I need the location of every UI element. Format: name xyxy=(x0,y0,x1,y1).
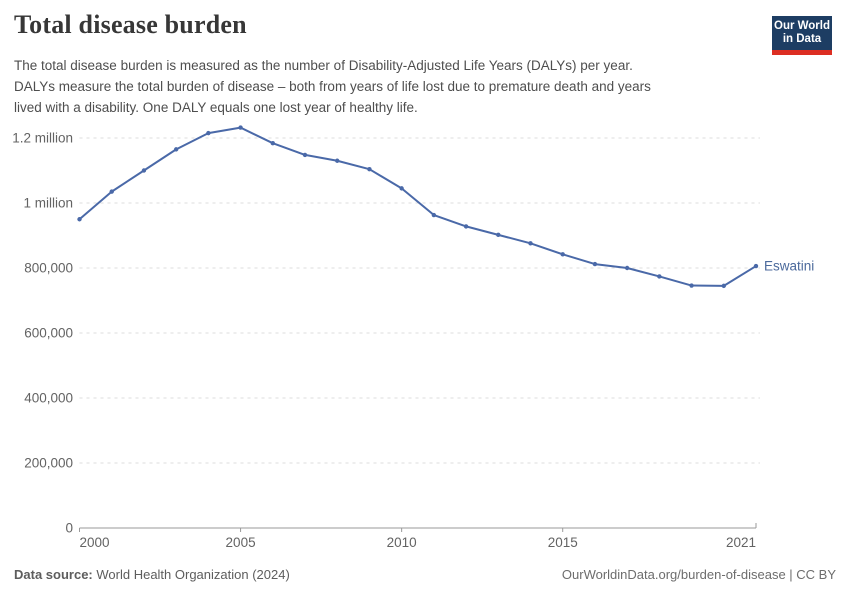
data-point[interactable] xyxy=(753,263,759,269)
data-point[interactable] xyxy=(238,125,243,130)
data-point[interactable] xyxy=(109,189,114,194)
data-point[interactable] xyxy=(431,212,437,218)
chart-subtitle: The total disease burden is measured as … xyxy=(14,55,651,118)
license-link[interactable]: OurWorldinData.org/burden-of-disease | C… xyxy=(561,567,836,582)
data-point[interactable] xyxy=(173,147,179,152)
data-source-value: World Health Organization (2024) xyxy=(96,567,290,582)
data-point[interactable] xyxy=(528,241,533,246)
y-axis-tick-label: 400,000 xyxy=(24,391,73,406)
data-source-label: Data source: xyxy=(14,567,93,582)
x-axis-tick-label: 2005 xyxy=(226,535,256,550)
data-point[interactable] xyxy=(270,141,275,146)
data-point[interactable] xyxy=(657,274,662,279)
y-axis-tick-label: 800,000 xyxy=(24,261,73,276)
data-source: Data source: World Health Organization (… xyxy=(14,567,290,582)
y-axis-tick-label: 0 xyxy=(65,521,73,536)
entity-label[interactable]: Eswatini xyxy=(764,259,814,274)
data-point[interactable] xyxy=(335,158,340,163)
data-point[interactable] xyxy=(689,283,694,288)
data-point[interactable] xyxy=(721,283,726,289)
y-axis-tick-label: 1 million xyxy=(23,196,73,211)
subtitle-line: lived with a disability. One DALY equals… xyxy=(14,100,418,115)
series-line[interactable] xyxy=(78,126,757,287)
owid-logo: Our World in Data xyxy=(772,16,832,55)
data-point[interactable] xyxy=(367,167,372,172)
y-axis-tick-label: 1.2 million xyxy=(12,131,73,146)
data-point[interactable] xyxy=(496,232,501,238)
owid-logo-line2: in Data xyxy=(782,33,822,45)
page-title: Total disease burden xyxy=(14,10,247,39)
owid-logo-line1: Our World xyxy=(774,20,831,32)
data-point[interactable] xyxy=(399,186,404,191)
data-point[interactable] xyxy=(463,224,469,229)
x-axis-tick-label: 2021 xyxy=(726,535,756,550)
subtitle-line: DALYs measure the total burden of diseas… xyxy=(14,79,651,94)
data-point[interactable] xyxy=(624,265,630,271)
data-point[interactable] xyxy=(141,168,147,173)
data-point[interactable] xyxy=(302,152,308,158)
x-axis-tick-label: 2000 xyxy=(80,535,110,550)
x-axis-tick-label: 2015 xyxy=(548,535,578,550)
x-axis-tick-label: 2010 xyxy=(387,535,417,550)
y-axis-tick-label: 200,000 xyxy=(24,456,73,471)
data-point[interactable] xyxy=(206,130,211,136)
subtitle-line: The total disease burden is measured as … xyxy=(14,58,633,73)
data-point[interactable] xyxy=(77,217,82,222)
data-point[interactable] xyxy=(560,252,565,257)
y-axis-tick-label: 600,000 xyxy=(24,326,73,341)
data-point[interactable] xyxy=(592,261,598,267)
